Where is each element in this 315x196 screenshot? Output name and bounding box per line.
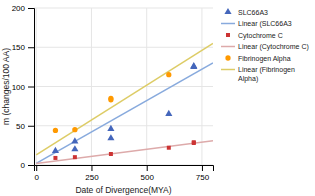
point [165, 110, 172, 116]
tick-mark [202, 165, 203, 171]
point [190, 62, 197, 68]
plot: 0 250 500 750 0 50 100 150 200 [12, 4, 214, 182]
tick-mark [28, 126, 34, 127]
tick: 250 [85, 165, 99, 182]
point [72, 127, 77, 132]
y-axis-title: m (changes/100 AA) [1, 48, 11, 125]
tick-label: 100 [12, 83, 26, 92]
x-axis: 0 250 500 750 [34, 165, 213, 182]
legend-item: Fibrinogen Alpha [225, 55, 290, 63]
point [167, 146, 171, 150]
legend-label-line: Linear (Fibrinogen [238, 66, 295, 74]
point [107, 125, 114, 131]
tick: 150 [12, 43, 34, 52]
legend-label-line: Fibrinogen Alpha [238, 55, 291, 63]
point [73, 155, 77, 159]
y-axis: 0 50 100 150 200 [12, 4, 35, 170]
tick-label: 750 [196, 173, 210, 182]
grid-line [34, 125, 213, 126]
tick-mark [28, 165, 34, 166]
tick: 750 [196, 165, 210, 182]
legend-item: Linear (Cytochrome C) [221, 43, 309, 51]
trend-line [36, 43, 213, 154]
point [109, 152, 113, 156]
x-axis-line [35, 166, 214, 172]
legend-label-line: Linear (Cytochrome C) [238, 43, 309, 51]
tick: 500 [141, 165, 155, 182]
tick: 50 [16, 122, 34, 131]
tick-label: 500 [141, 173, 155, 182]
point [192, 140, 196, 144]
legend-swatch [225, 55, 230, 60]
point [52, 147, 59, 153]
legend-label-line: Alpha) [238, 75, 258, 83]
point [71, 137, 78, 143]
tick-mark [147, 165, 148, 171]
legend-swatch [226, 33, 230, 37]
chart: 0 250 500 750 0 50 100 150 200 Date of Divergence… [0, 0, 315, 196]
legend-swatch [221, 23, 235, 25]
tick: 0 [34, 165, 39, 182]
tick-mark [36, 165, 37, 171]
legend-label: Linear (FibrinogenAlpha) [238, 66, 295, 83]
trend-line [36, 141, 213, 164]
point [53, 128, 58, 133]
point [108, 96, 113, 101]
tick-mark [28, 47, 34, 48]
legend: SLC66A3 Linear (SLC66A3 Cytochrome C Linear… [221, 8, 309, 83]
tick-label: 200 [12, 4, 26, 13]
tick: 0 [21, 161, 34, 170]
point [107, 134, 114, 140]
legend-item: SLC66A3 [224, 8, 268, 16]
tick-label: 250 [85, 173, 99, 182]
tick-label: 0 [34, 173, 39, 182]
tick-label: 150 [12, 43, 26, 52]
x-axis-title: Date of Divergence(MYA) [75, 185, 171, 195]
legend-item: Linear (SLC66A3 [221, 20, 292, 28]
y-axis-line [28, 9, 35, 166]
legend-swatch [224, 8, 231, 14]
grid-line [34, 8, 213, 9]
tick-label: 50 [16, 122, 25, 131]
grid-line [34, 86, 213, 87]
tick-mark [91, 165, 92, 171]
marks [36, 43, 213, 163]
point [192, 141, 196, 145]
legend-item: Linear (FibrinogenAlpha) [221, 66, 295, 83]
grid-line [34, 47, 213, 48]
tick-mark [28, 87, 34, 88]
legend-swatch [221, 46, 235, 48]
point [53, 156, 57, 160]
grid [34, 8, 213, 165]
legend-swatch [221, 69, 235, 71]
point [71, 145, 78, 151]
point [166, 72, 171, 77]
legend-label-line: SLC66A3 [238, 9, 268, 16]
tick-label: 0 [21, 161, 26, 170]
legend-label: SLC66A3 [238, 9, 268, 16]
legend-label: Linear (SLC66A3 [238, 20, 292, 28]
tick: 200 [12, 4, 34, 13]
tick-mark [28, 8, 34, 9]
legend-label: Cytochrome C [238, 32, 283, 40]
point [190, 63, 197, 69]
tick: 100 [12, 83, 34, 92]
legend-label: Fibrinogen Alpha [238, 55, 291, 63]
legend-label-line: Linear (SLC66A3 [238, 20, 292, 28]
legend-label: Linear (Cytochrome C) [238, 43, 309, 51]
trend-line [36, 63, 213, 163]
legend-item: Cytochrome C [226, 32, 283, 40]
legend-label-line: Cytochrome C [238, 32, 283, 40]
